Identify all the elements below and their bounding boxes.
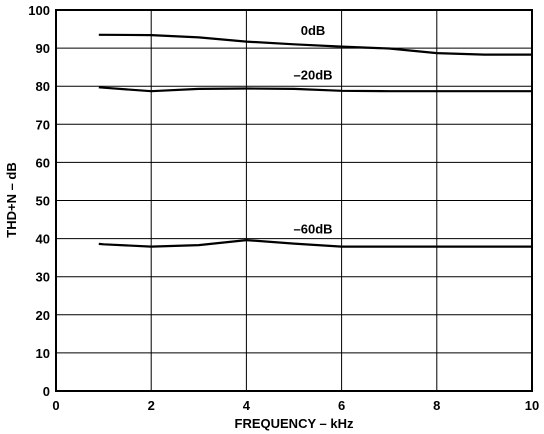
y-axis-label: THD+N – dB bbox=[4, 162, 19, 237]
series-line-1 bbox=[98, 86, 532, 93]
y-tick-label: 40 bbox=[36, 232, 50, 247]
y-tick-label: 70 bbox=[36, 117, 50, 132]
y-tick-label: 100 bbox=[28, 3, 50, 18]
grid-lines bbox=[55, 9, 533, 392]
plot-frame bbox=[55, 9, 533, 392]
y-tick-label: 0 bbox=[43, 384, 50, 399]
y-tick-label: 10 bbox=[36, 346, 50, 361]
x-tick-label: 0 bbox=[52, 398, 59, 413]
x-tick-label: 6 bbox=[338, 398, 345, 413]
series-label-2: –60dB bbox=[294, 222, 333, 237]
x-tick-label: 2 bbox=[148, 398, 155, 413]
series-line-2 bbox=[98, 239, 532, 248]
x-tick-labels: 0 2 4 6 8 10 bbox=[52, 398, 539, 413]
y-tick-label: 90 bbox=[36, 41, 50, 56]
y-tick-label: 50 bbox=[36, 194, 50, 209]
x-tick-label: 8 bbox=[433, 398, 440, 413]
series-label-0: 0dB bbox=[301, 23, 326, 38]
series-line-0 bbox=[98, 33, 532, 56]
series-lines bbox=[98, 33, 532, 248]
y-tick-label: 60 bbox=[36, 155, 50, 170]
x-tick-label: 10 bbox=[525, 398, 539, 413]
x-axis-label: FREQUENCY – kHz bbox=[235, 416, 354, 431]
y-tick-labels: 0 10 20 30 40 50 60 70 80 90 100 bbox=[28, 3, 50, 399]
series-labels: 0dB –20dB –60dB bbox=[294, 23, 333, 237]
x-tick-label: 4 bbox=[243, 398, 251, 413]
series-label-1: –20dB bbox=[294, 67, 333, 82]
y-tick-label: 30 bbox=[36, 270, 50, 285]
y-tick-label: 20 bbox=[36, 308, 50, 323]
y-tick-label: 80 bbox=[36, 79, 50, 94]
